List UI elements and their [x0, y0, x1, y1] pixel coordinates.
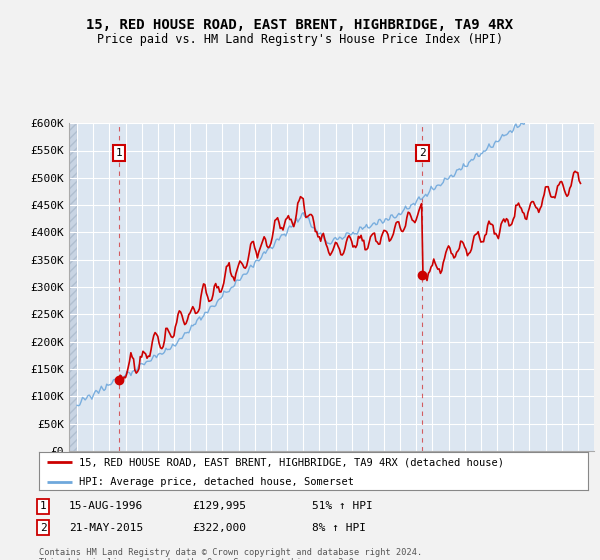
Text: £129,995: £129,995 [192, 501, 246, 511]
Text: 15, RED HOUSE ROAD, EAST BRENT, HIGHBRIDGE, TA9 4RX (detached house): 15, RED HOUSE ROAD, EAST BRENT, HIGHBRID… [79, 457, 503, 467]
Text: £322,000: £322,000 [192, 522, 246, 533]
Text: 2: 2 [419, 148, 426, 158]
Text: 15, RED HOUSE ROAD, EAST BRENT, HIGHBRIDGE, TA9 4RX: 15, RED HOUSE ROAD, EAST BRENT, HIGHBRID… [86, 18, 514, 32]
Text: 21-MAY-2015: 21-MAY-2015 [69, 522, 143, 533]
Text: Price paid vs. HM Land Registry's House Price Index (HPI): Price paid vs. HM Land Registry's House … [97, 32, 503, 46]
Text: 15-AUG-1996: 15-AUG-1996 [69, 501, 143, 511]
Text: Contains HM Land Registry data © Crown copyright and database right 2024.
This d: Contains HM Land Registry data © Crown c… [39, 548, 422, 560]
Text: 2: 2 [40, 522, 47, 533]
Text: 1: 1 [116, 148, 122, 158]
Text: HPI: Average price, detached house, Somerset: HPI: Average price, detached house, Some… [79, 477, 353, 487]
Text: 51% ↑ HPI: 51% ↑ HPI [312, 501, 373, 511]
Text: 1: 1 [40, 501, 47, 511]
Text: 8% ↑ HPI: 8% ↑ HPI [312, 522, 366, 533]
